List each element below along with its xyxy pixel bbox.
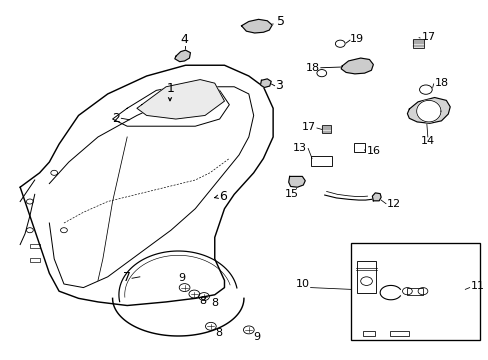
Text: 13: 13 — [293, 143, 306, 153]
Polygon shape — [372, 193, 380, 201]
Text: 17: 17 — [301, 122, 315, 132]
Text: 14: 14 — [420, 136, 434, 146]
Text: 6: 6 — [218, 190, 226, 203]
Text: 12: 12 — [386, 199, 400, 210]
Text: 8: 8 — [210, 298, 218, 308]
Bar — [353, 143, 364, 152]
Polygon shape — [175, 50, 190, 62]
Text: 5: 5 — [277, 15, 285, 28]
Text: 19: 19 — [349, 35, 364, 44]
Text: 9: 9 — [253, 332, 260, 342]
Polygon shape — [341, 58, 372, 74]
Polygon shape — [416, 100, 440, 122]
Bar — [356, 261, 375, 293]
Text: 8: 8 — [214, 328, 222, 338]
Text: 9: 9 — [178, 273, 185, 283]
Bar — [30, 244, 40, 248]
Text: 3: 3 — [275, 79, 283, 92]
Bar — [310, 156, 331, 166]
Text: 1: 1 — [167, 82, 175, 95]
Polygon shape — [260, 79, 271, 87]
Text: 18: 18 — [434, 78, 448, 88]
Polygon shape — [137, 80, 224, 119]
Text: 8: 8 — [199, 296, 206, 306]
Bar — [321, 126, 330, 134]
Text: 17: 17 — [421, 32, 435, 41]
Polygon shape — [407, 98, 449, 123]
Text: 10: 10 — [295, 279, 309, 289]
Polygon shape — [288, 176, 305, 187]
Bar — [30, 258, 40, 262]
Bar — [363, 331, 374, 336]
Text: 15: 15 — [284, 189, 298, 199]
Text: 16: 16 — [366, 146, 380, 156]
Text: 7: 7 — [123, 271, 131, 284]
Text: 2: 2 — [112, 112, 120, 125]
Polygon shape — [241, 19, 272, 33]
Bar — [407, 288, 422, 295]
Text: 18: 18 — [305, 63, 319, 73]
Bar — [389, 331, 408, 336]
Text: 11: 11 — [469, 281, 484, 291]
Text: 4: 4 — [180, 32, 188, 45]
Bar — [350, 243, 479, 339]
Bar — [412, 39, 423, 48]
